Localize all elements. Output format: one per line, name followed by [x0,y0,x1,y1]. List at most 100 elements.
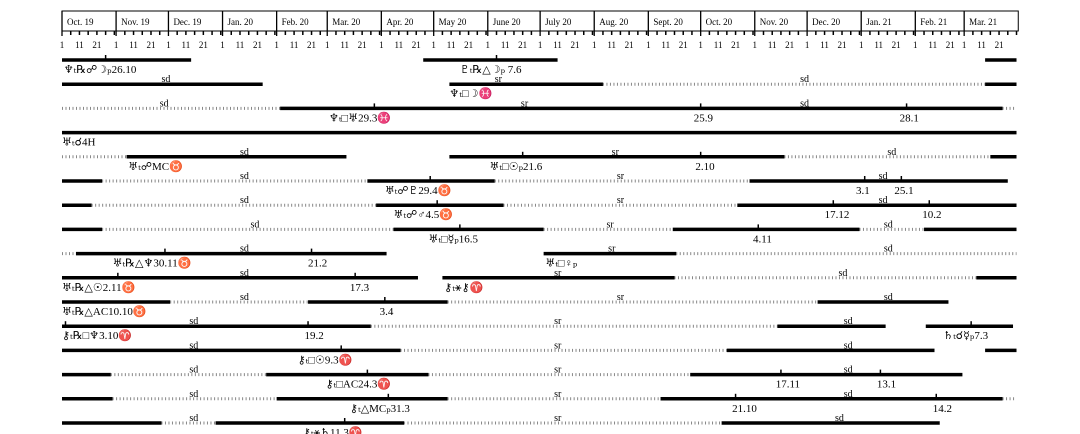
transit-row: ⚷ₜ△MCₚ31.3 21.10 14.2 sd sr sd [62,389,1017,415]
transit-rows: ♆ₜ℞☍☽ₚ26.10 ♇ₜ℞△☽ₚ 7.6♆ₜ□☽♓sd sr sd♆ₜ□♅29.3… [62,55,1017,434]
station-label: sd [189,413,198,424]
month-label: Sept. 20 [653,17,683,27]
station-label: sd [839,268,848,279]
aspect-label: ♅ₜ☍♂4.5♉ [394,208,454,221]
transit-row: ⚷ₜ℞□♆3.10♈ 19.2 ♄ₜ☌☿ₚ7.3 sd sr sd [62,316,1014,342]
month-label: Dec. 20 [812,17,840,27]
station-label: sd [240,147,249,158]
station-label: sd [884,244,893,255]
day-label: 21 [625,40,634,50]
station-label: sr [554,389,562,400]
aspect-label: ♆ₜ□♅29.3♓ [329,111,391,124]
aspect-label: 17.11 [776,379,800,391]
day-label: 1 [114,40,119,50]
station-label: sd [884,292,893,303]
transit-row: ♆ₜ□♅29.3♓ 25.9 28.1 sd sr sd [62,98,1017,124]
day-label: 21 [838,40,847,50]
day-label: 1 [220,40,225,50]
day-label: 11 [607,40,616,50]
day-label: 21 [892,40,901,50]
month-label: Dec. 19 [173,17,201,27]
transit-row: ♅ₜ☍♂4.5♉ 17.12 10.2 sd sr sd [62,195,1017,221]
day-label: 21 [307,40,316,50]
station-label: sd [189,365,198,376]
day-label: 1 [325,40,330,50]
station-label: sd [884,219,893,230]
aspect-label: ♅ₜ□♀ₚ [545,258,577,270]
day-label: 11 [340,40,349,50]
aspect-label: ♇ₜ℞△☽ₚ 7.6 [460,64,522,76]
station-label: sr [495,74,503,85]
month-label: Oct. 20 [706,17,733,27]
transit-row: ⚷ₜ□AC24.3♈ 17.11 13.1 sd sr sd [62,365,963,391]
station-label: sr [554,316,562,327]
station-label: sr [606,219,614,230]
aspect-label: 3.4 [380,306,394,318]
station-label: sr [554,268,562,279]
day-label: 11 [290,40,299,50]
day-label: 21 [199,40,208,50]
station-label: sd [879,195,888,206]
day-label: 1 [646,40,651,50]
aspect-label: ⚷ₜ□☉9.3♈ [298,353,353,366]
day-label: 21 [253,40,262,50]
station-label: sd [240,195,249,206]
day-label: 11 [236,40,245,50]
day-label: 11 [928,40,937,50]
month-label: May 20 [439,17,467,27]
day-label: 1 [538,40,543,50]
aspect-label: 25.1 [894,185,913,197]
day-label: 1 [274,40,279,50]
day-label: 11 [768,40,777,50]
station-label: sd [161,74,170,85]
transit-row: ♆ₜ℞☍☽ₚ26.10 ♇ₜ℞△☽ₚ 7.6 [62,55,1017,76]
station-label: sd [887,147,896,158]
transit-row: ⚷ₜ□☉9.3♈ sd sr sd [62,340,1017,366]
aspect-label: 19.2 [305,330,324,342]
day-label: 21 [995,40,1004,50]
aspect-label: ♅ₜ℞△AC10.10♉ [62,305,147,318]
transit-row: ♅ₜ℞△☉2.11♉ 17.3 ⚷ₜ⚹⚷♈ sd sr sd [62,268,1017,294]
aspect-label: ♄ₜ☌☿ₚ7.3 [943,330,988,342]
day-label: 1 [859,40,864,50]
aspect-label: 21.10 [732,403,757,415]
month-label: Mar. 21 [969,17,997,27]
station-label: sd [240,244,249,255]
day-label: 11 [447,40,456,50]
day-label: 11 [129,40,138,50]
aspect-label: 3.1 [856,185,870,197]
day-label: 1 [962,40,967,50]
station-label: sd [800,98,809,109]
aspect-label: ⚷ₜ□AC24.3♈ [325,378,391,391]
transit-row: ♅ₜ℞△AC10.10♉ 3.4 sd sr sd [62,292,949,318]
station-label: sr [617,171,625,182]
station-label: sd [250,219,259,230]
transit-row: ♅ₜ□☿ₚ16.5 4.11 sd sr sd [62,219,1017,245]
day-label: 21 [571,40,580,50]
day-label: 11 [394,40,403,50]
station-label: sd [189,340,198,351]
transit-row: ♆ₜ□☽♓ sd sr sd [62,74,1017,100]
aspect-label: ♆ₜ℞☍☽ₚ26.10 [64,64,137,76]
aspect-label: ♅ₜ℞△♆30.11♉ [113,257,192,270]
station-label: sd [835,413,844,424]
day-label: 21 [146,40,155,50]
day-label: 11 [553,40,562,50]
aspect-label: ♅ₜ☍♇29.4♉ [385,184,452,197]
aspect-label: 2.10 [695,161,715,173]
station-label: sr [554,365,562,376]
transit-row: ♅ₜ℞△♆30.11♉ 21.2 ♅ₜ□♀ₚ sd sr sd [62,244,1017,270]
aspect-label: ♅ₜ□☉ₚ21.6 [490,161,543,173]
station-label: sr [617,292,625,303]
aspect-label: 14.2 [933,403,952,415]
day-label: 11 [820,40,829,50]
day-label: 1 [486,40,491,50]
aspect-label: ⚷ₜ⚹♄11.3♈ [303,426,363,434]
month-label: July 20 [545,17,572,27]
aspect-label: ⚷ₜ℞□♆3.10♈ [62,329,132,342]
day-label: 11 [661,40,670,50]
station-label: sr [554,413,562,424]
day-label: 21 [679,40,688,50]
month-label: Feb. 21 [920,17,947,27]
day-label: 11 [75,40,84,50]
